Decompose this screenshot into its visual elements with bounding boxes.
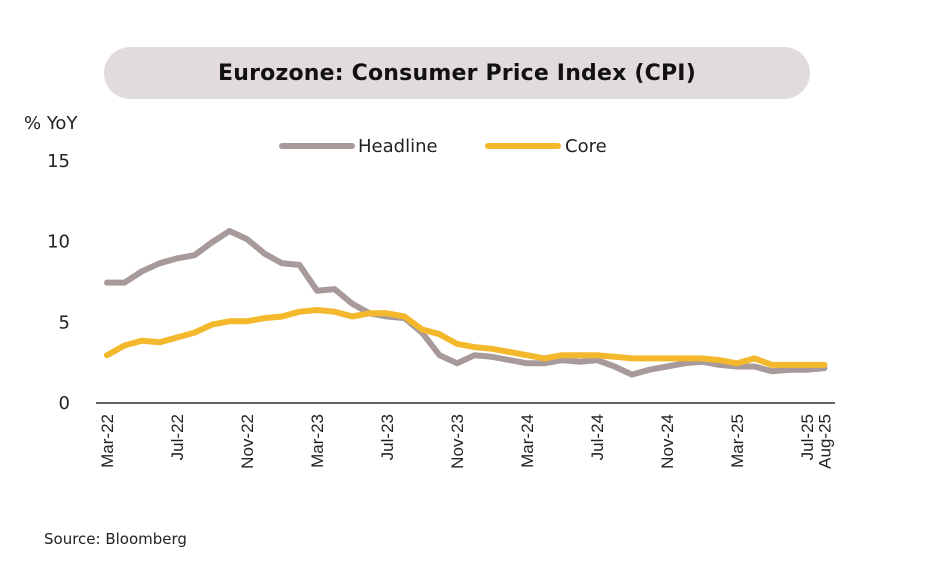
x-tick-label: Nov-23 <box>448 414 467 469</box>
x-tick-label: Jul-25 <box>798 414 817 460</box>
chart-title-banner: Eurozone: Consumer Price Index (CPI) <box>104 47 810 99</box>
y-tick-label: 0 <box>59 393 70 414</box>
x-tick-label: Mar-23 <box>308 414 327 468</box>
x-tick-label: Nov-24 <box>658 414 677 469</box>
y-tick-label: 15 <box>47 151 70 172</box>
y-axis-label: % YoY <box>24 113 78 134</box>
x-axis-ticks: Mar-22 Jul-22 Nov-22 Mar-23 Jul-23 Nov-23 Mar-… <box>98 414 835 469</box>
x-tick-label: Mar-25 <box>728 414 747 468</box>
y-tick-label: 10 <box>47 232 70 253</box>
x-tick-label: Mar-22 <box>98 414 117 468</box>
x-tick-label: Nov-22 <box>238 414 257 469</box>
x-tick-label: Jul-24 <box>588 414 607 460</box>
series-line-headline <box>104 228 828 378</box>
source-note: Source: Bloomberg <box>44 530 187 548</box>
series-line-core <box>104 307 828 368</box>
y-axis-ticks: 0 5 10 15 <box>47 151 70 414</box>
legend-label: Core <box>565 136 607 157</box>
x-tick-label: Aug-25 <box>816 414 835 469</box>
x-tick-label: Jul-22 <box>168 414 187 460</box>
chart-title: Eurozone: Consumer Price Index (CPI) <box>218 60 696 86</box>
legend-label: Headline <box>358 136 438 157</box>
legend: Headline Core <box>279 136 607 157</box>
x-tick-label: Jul-23 <box>378 414 397 460</box>
series-lines <box>104 228 828 378</box>
x-tick-label: Mar-24 <box>518 414 537 468</box>
y-tick-label: 5 <box>59 312 70 333</box>
